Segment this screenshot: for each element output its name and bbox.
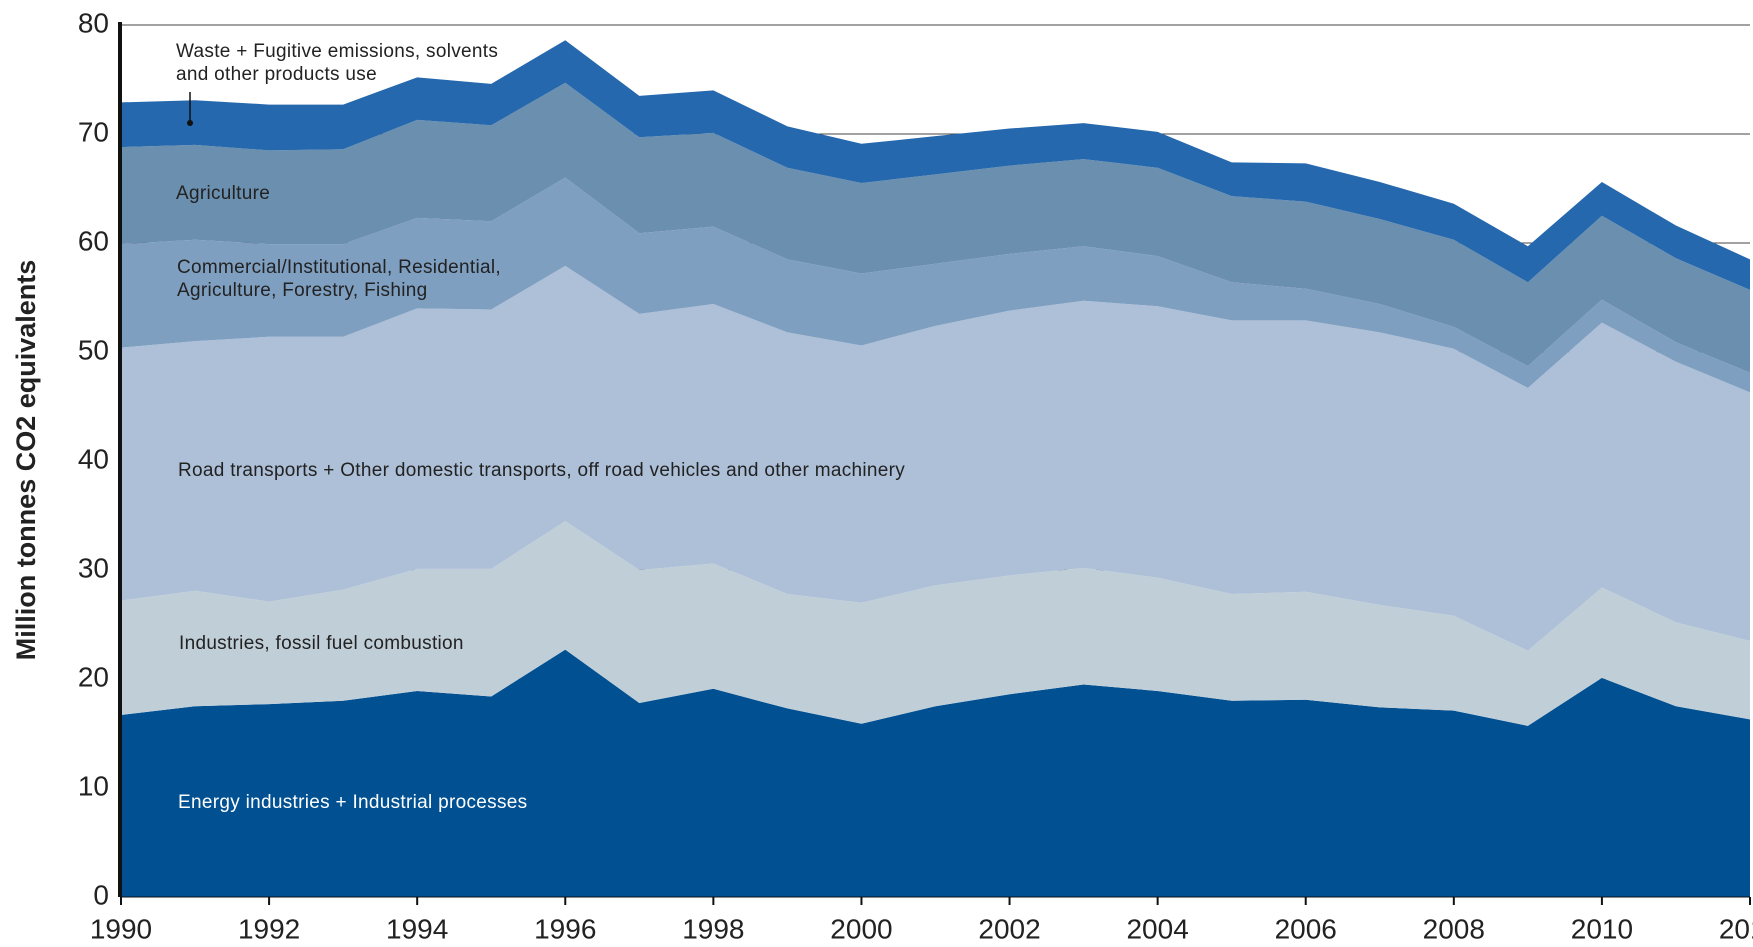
x-tick-label: 2008 bbox=[1423, 913, 1485, 944]
y-axis-title: Million tonnes CO2 equivalents bbox=[11, 260, 41, 661]
y-tick-label: 30 bbox=[78, 552, 109, 583]
y-tick-label: 20 bbox=[78, 661, 109, 692]
x-tick-label: 2012 bbox=[1719, 913, 1753, 944]
x-tick-label: 2002 bbox=[978, 913, 1040, 944]
area bbox=[121, 649, 1750, 897]
y-tick-label: 40 bbox=[78, 443, 109, 474]
y-tick-label: 70 bbox=[78, 116, 109, 147]
series-label: Waste + Fugitive emissions, solvents and… bbox=[176, 41, 499, 85]
y-tick-label: 80 bbox=[78, 7, 109, 38]
y-tick-label: 10 bbox=[78, 770, 109, 801]
series-label: Industries, fossil fuel combustion bbox=[179, 633, 464, 654]
x-tick-label: 1996 bbox=[534, 913, 596, 944]
x-tick-label: 1998 bbox=[682, 913, 744, 944]
x-tick-label: 1990 bbox=[90, 913, 152, 944]
y-tick-label: 50 bbox=[78, 334, 109, 365]
y-tick-label: 0 bbox=[93, 879, 109, 910]
area bbox=[121, 520, 1750, 726]
area bbox=[121, 82, 1750, 373]
x-tick-label: 2010 bbox=[1571, 913, 1633, 944]
y-tick-label: 60 bbox=[78, 225, 109, 256]
series-label: Road transports + Other domestic transpo… bbox=[178, 460, 906, 481]
area bbox=[121, 177, 1750, 393]
x-tick-label: 2000 bbox=[830, 913, 892, 944]
x-tick-label: 2004 bbox=[1126, 913, 1188, 944]
series-label: Energy industries + Industrial processes bbox=[178, 792, 528, 813]
series-label: Agriculture bbox=[176, 183, 271, 204]
x-tick-label: 2006 bbox=[1275, 913, 1337, 944]
x-tick-label: 1992 bbox=[238, 913, 300, 944]
area bbox=[121, 40, 1750, 290]
series-label: Commercial/Institutional, Residential, A… bbox=[177, 257, 501, 301]
x-tick-label: 1994 bbox=[386, 913, 448, 944]
label-pointer-dot bbox=[187, 120, 193, 126]
area bbox=[121, 265, 1750, 651]
